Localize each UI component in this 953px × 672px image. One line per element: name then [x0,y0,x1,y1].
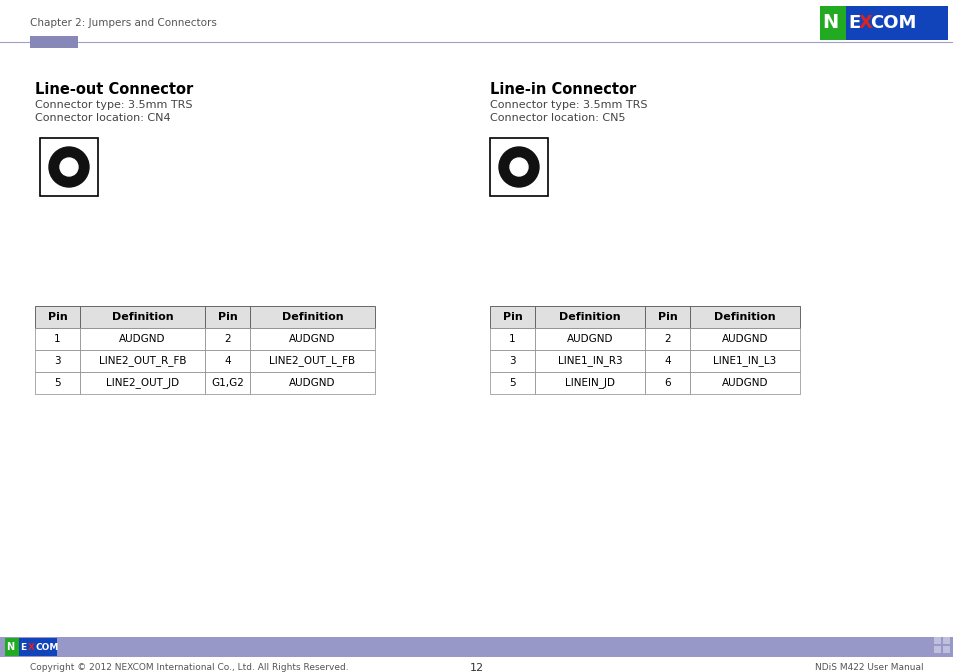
Text: Definition: Definition [112,312,173,322]
Bar [205,328,250,350]
Bar [644,306,689,328]
Text: AUDGND: AUDGND [566,334,613,344]
Text: Definition: Definition [558,312,620,322]
Bar [942,637,949,644]
Bar [30,36,78,48]
Bar [0,637,953,657]
Text: 4: 4 [224,356,231,366]
Bar [689,372,800,394]
Bar [490,306,535,328]
Text: 1: 1 [509,334,516,344]
Text: Connector location: CN4: Connector location: CN4 [35,113,171,123]
Bar [205,350,250,372]
Bar [35,328,80,350]
Text: COM: COM [36,642,59,651]
Bar [35,350,80,372]
Bar [689,350,800,372]
Bar [845,6,947,40]
Bar [205,372,250,394]
Text: LINE2_OUT_R_FB: LINE2_OUT_R_FB [99,355,186,366]
Bar [490,372,535,394]
Text: 5: 5 [54,378,61,388]
Text: LINE1_IN_L3: LINE1_IN_L3 [713,355,776,366]
Text: LINEIN_JD: LINEIN_JD [564,378,615,388]
Bar [933,646,940,653]
Text: Connector type: 3.5mm TRS: Connector type: 3.5mm TRS [35,100,193,110]
Bar [490,350,535,372]
Text: N: N [821,13,838,32]
Text: Pin: Pin [657,312,677,322]
Text: Pin: Pin [217,312,237,322]
Bar [820,6,845,40]
Text: AUDGND: AUDGND [721,378,767,388]
Text: X: X [858,14,872,32]
Bar [535,372,644,394]
Circle shape [60,158,78,176]
Text: Connector type: 3.5mm TRS: Connector type: 3.5mm TRS [490,100,647,110]
Text: 2: 2 [663,334,670,344]
Bar [644,350,689,372]
Bar [490,138,547,196]
Text: Line-in Connector: Line-in Connector [490,82,636,97]
Bar [40,138,98,196]
Text: Pin: Pin [502,312,522,322]
Circle shape [498,147,538,187]
Bar [535,306,644,328]
Bar [205,306,250,328]
Bar [250,350,375,372]
Text: Connector location: CN5: Connector location: CN5 [490,113,625,123]
Text: Line-out Connector: Line-out Connector [35,82,193,97]
Text: 3: 3 [509,356,516,366]
Bar [19,638,57,656]
Bar [535,350,644,372]
Text: X: X [28,642,35,651]
Text: Chapter 2: Jumpers and Connectors: Chapter 2: Jumpers and Connectors [30,18,216,28]
Text: LINE1_IN_R3: LINE1_IN_R3 [558,355,621,366]
Text: 4: 4 [663,356,670,366]
Bar [250,328,375,350]
Bar [535,328,644,350]
Text: 2: 2 [224,334,231,344]
Text: Copyright © 2012 NEXCOM International Co., Ltd. All Rights Reserved.: Copyright © 2012 NEXCOM International Co… [30,663,348,672]
Text: NDiS M422 User Manual: NDiS M422 User Manual [815,663,923,672]
Bar [80,328,205,350]
Circle shape [49,147,89,187]
Bar [490,328,535,350]
Bar [644,372,689,394]
Text: G1,G2: G1,G2 [211,378,244,388]
Text: E: E [847,14,860,32]
Bar [80,372,205,394]
Text: 1: 1 [54,334,61,344]
Bar [5,638,19,656]
Text: Definition: Definition [281,312,343,322]
Bar [80,306,205,328]
Bar [689,328,800,350]
Bar [250,372,375,394]
Text: 6: 6 [663,378,670,388]
Bar [689,306,800,328]
Text: Definition: Definition [714,312,775,322]
Bar [250,306,375,328]
Text: LINE2_OUT_L_FB: LINE2_OUT_L_FB [269,355,355,366]
Text: N: N [6,642,14,652]
Text: 5: 5 [509,378,516,388]
Bar [35,372,80,394]
Text: 3: 3 [54,356,61,366]
Text: E: E [20,642,26,651]
Text: 12: 12 [470,663,483,672]
Text: AUDGND: AUDGND [721,334,767,344]
Bar [644,328,689,350]
Text: AUDGND: AUDGND [119,334,166,344]
Bar [933,637,940,644]
Text: AUDGND: AUDGND [289,334,335,344]
Text: Pin: Pin [48,312,68,322]
Bar [942,646,949,653]
Text: AUDGND: AUDGND [289,378,335,388]
Text: COM: COM [869,14,916,32]
Bar [80,350,205,372]
Bar [35,306,80,328]
Text: LINE2_OUT_JD: LINE2_OUT_JD [106,378,179,388]
Circle shape [510,158,527,176]
